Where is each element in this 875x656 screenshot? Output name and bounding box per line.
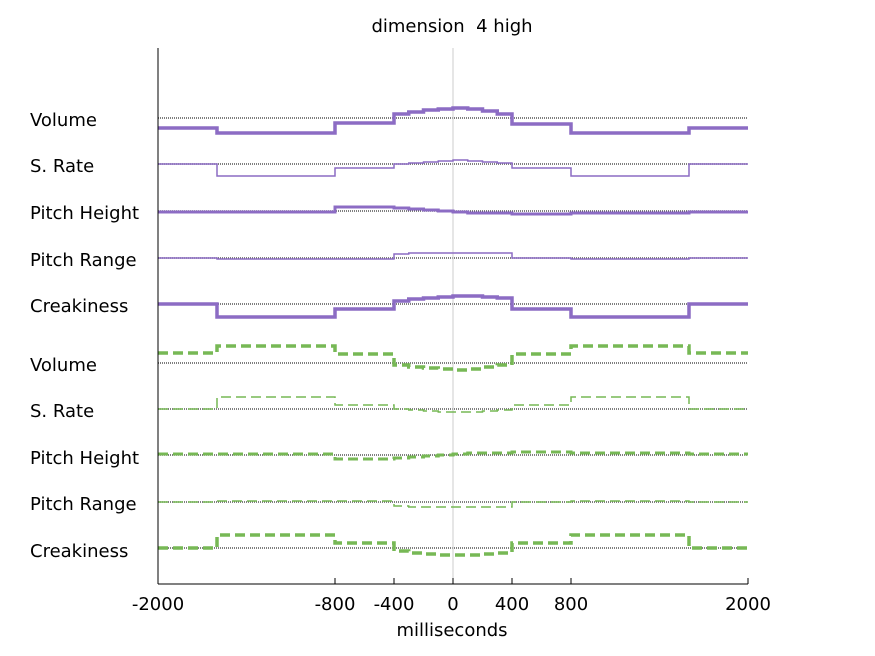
x-tick-label: -400 bbox=[374, 594, 415, 615]
x-tick-label: 400 bbox=[495, 594, 529, 615]
x-axis-ticks: -2000 -800 -400 0 400 800 2000 bbox=[132, 578, 771, 615]
series-line-2-pitch-range bbox=[158, 500, 748, 508]
series-line-1-volume bbox=[158, 106, 748, 135]
series-line-1-creakiness bbox=[158, 294, 748, 319]
series-line-2-creakiness bbox=[158, 533, 748, 557]
track-label: Volume bbox=[30, 110, 97, 131]
series-line-2-pitch-height bbox=[158, 450, 748, 461]
series-line-2-s-rate bbox=[158, 396, 748, 413]
x-tick-label: -800 bbox=[315, 594, 356, 615]
x-tick-label: 2000 bbox=[725, 594, 771, 615]
track-label: Pitch Range bbox=[30, 494, 137, 515]
series-line-1-s-rate bbox=[158, 159, 748, 177]
x-tick-label: 0 bbox=[447, 594, 458, 615]
x-tick-label: 800 bbox=[554, 594, 588, 615]
series-line-1-pitch-height bbox=[158, 205, 748, 216]
x-tick-label: -2000 bbox=[132, 594, 184, 615]
track-label: Creakiness bbox=[30, 541, 128, 562]
series-line-1-pitch-range bbox=[158, 252, 748, 260]
series-group bbox=[158, 106, 748, 557]
track-label: S. Rate bbox=[30, 156, 94, 177]
track-label: Volume bbox=[30, 355, 97, 376]
track-label: Pitch Height bbox=[30, 203, 139, 224]
x-axis-label: milliseconds bbox=[396, 620, 507, 641]
track-label: Creakiness bbox=[30, 296, 128, 317]
series-line-2-volume bbox=[158, 344, 748, 372]
track-labels: Volume S. Rate Pitch Height Pitch Range Crea… bbox=[30, 110, 139, 562]
track-label: S. Rate bbox=[30, 401, 94, 422]
track-label: Pitch Range bbox=[30, 250, 137, 271]
track-label: Pitch Height bbox=[30, 448, 139, 469]
chart-title: dimension 4 high bbox=[371, 16, 532, 37]
